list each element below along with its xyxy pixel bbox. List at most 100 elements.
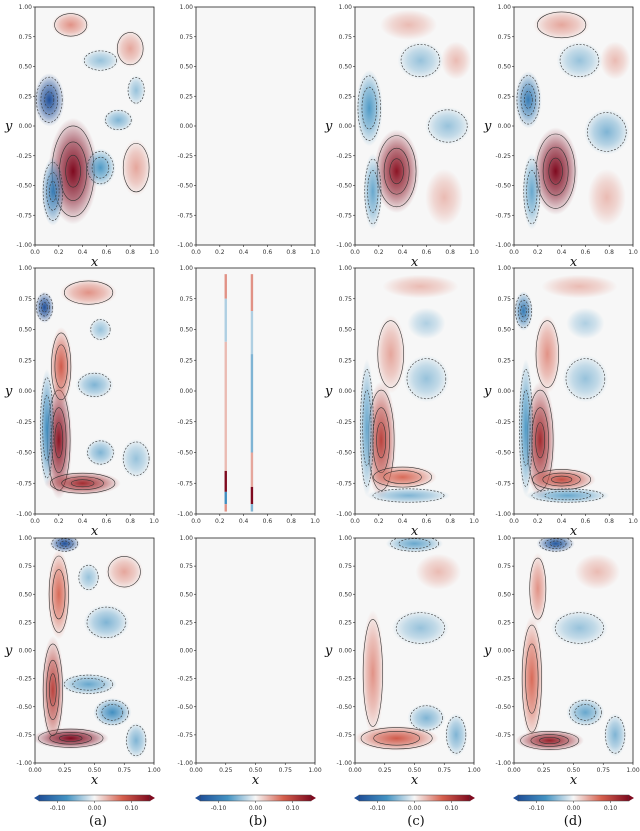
y-tick-label: -0.50 bbox=[177, 450, 193, 457]
contour-line bbox=[523, 158, 541, 225]
contour-line bbox=[535, 422, 546, 459]
y-tick-label: 0.50 bbox=[19, 591, 33, 598]
field-blob bbox=[47, 549, 71, 640]
y-tick-label: 1.00 bbox=[180, 4, 194, 11]
panel-r3-c2: 0.00 0.25 0.50 0.75 1.00 1.00 0.75 0.50 0.25 0.00… bbox=[177, 535, 321, 788]
contour-line bbox=[360, 727, 433, 750]
y-tick-label: 1.00 bbox=[498, 265, 512, 272]
contour-line bbox=[389, 158, 404, 185]
contour-line bbox=[373, 466, 433, 488]
contour-line bbox=[48, 555, 69, 633]
y-tick-label: -1.00 bbox=[495, 760, 511, 767]
y-tick-label: -1.00 bbox=[336, 760, 352, 767]
colorbar-tick-label: -0.10 bbox=[370, 805, 386, 812]
contour-line bbox=[54, 422, 64, 459]
field-blob bbox=[51, 11, 90, 39]
field-blob bbox=[528, 552, 548, 625]
contour-line bbox=[46, 172, 60, 211]
x-tick-label: 0.2 bbox=[374, 249, 384, 256]
contour-line bbox=[389, 538, 440, 552]
y-tick-label: -0.25 bbox=[495, 419, 511, 426]
contour-line bbox=[44, 91, 55, 109]
panel-r1-c1: 0.0 0.2 0.4 0.6 0.8 1.0 1.00 0.75 0.50 0.25 0.00 -0… bbox=[4, 4, 159, 270]
x-tick-label: 0.4 bbox=[239, 249, 249, 256]
contour-line bbox=[542, 146, 569, 196]
panel-r3-c4: 0.00 0.25 0.50 0.75 1.00 1.00 0.75 0.50 0.25 0.00… bbox=[483, 535, 640, 788]
y-tick-label: 0.75 bbox=[498, 34, 512, 41]
x-tick-label: 1.0 bbox=[469, 518, 479, 525]
field-blob bbox=[81, 49, 120, 72]
x-tick-label: 0.0 bbox=[509, 249, 519, 256]
field-blob bbox=[49, 538, 80, 553]
contour-line bbox=[519, 369, 533, 487]
y-tick-label: 0.75 bbox=[19, 563, 33, 570]
x-tick-label: 0.75 bbox=[118, 767, 132, 774]
y-tick-label: 1.00 bbox=[339, 265, 353, 272]
x-tick-label: 0.6 bbox=[102, 518, 112, 525]
field-blob bbox=[41, 635, 65, 744]
y-tick-label: 0.50 bbox=[180, 327, 194, 334]
x-axis-label: x bbox=[570, 524, 578, 539]
contour-line bbox=[95, 699, 129, 725]
contour-line bbox=[101, 704, 124, 721]
contour-line bbox=[523, 90, 533, 109]
contour-line bbox=[587, 112, 627, 152]
field-blob bbox=[522, 153, 542, 230]
x-tick-label: 1.0 bbox=[628, 518, 638, 525]
line-segment bbox=[250, 486, 254, 505]
x-tick-label: 0.0 bbox=[191, 249, 201, 256]
x-tick-label: 0.8 bbox=[445, 518, 455, 525]
contour-line bbox=[446, 716, 467, 754]
contour-line bbox=[122, 143, 150, 193]
contour-line bbox=[126, 724, 147, 757]
x-tick-label: 0.50 bbox=[88, 767, 102, 774]
x-tick-label: 0.8 bbox=[445, 249, 455, 256]
line-segment bbox=[250, 504, 254, 512]
y-tick-label: -0.25 bbox=[177, 153, 193, 160]
contour-line bbox=[107, 556, 141, 588]
line-segment bbox=[224, 491, 227, 505]
contour-line bbox=[549, 540, 562, 547]
y-tick-label: 1.00 bbox=[19, 4, 33, 11]
y-tick-label: -0.75 bbox=[16, 480, 32, 487]
field-blob bbox=[424, 106, 471, 146]
contour-line bbox=[517, 299, 530, 323]
y-tick-label: -0.50 bbox=[16, 704, 32, 711]
contour-line bbox=[529, 557, 547, 620]
contour-line bbox=[78, 372, 111, 397]
y-tick-label: 0.75 bbox=[180, 296, 194, 303]
colorbar-extend-low bbox=[354, 795, 359, 801]
y-tick-label: -0.50 bbox=[16, 183, 32, 190]
x-tick-label: 0.8 bbox=[125, 249, 135, 256]
colorbar-tick-label: 0.00 bbox=[249, 805, 263, 812]
contour-line bbox=[516, 75, 540, 125]
y-axis-label: y bbox=[483, 644, 492, 659]
y-tick-label: -0.75 bbox=[495, 732, 511, 739]
colorbar-tick-label: -0.10 bbox=[529, 805, 545, 812]
y-axis-label: y bbox=[4, 119, 13, 134]
contour-line bbox=[361, 86, 377, 130]
x-tick-label: 1.0 bbox=[310, 518, 320, 525]
contour-line bbox=[367, 170, 379, 213]
y-tick-label: -1.00 bbox=[177, 760, 193, 767]
y-tick-label: 0.75 bbox=[19, 296, 33, 303]
y-tick-label: -0.75 bbox=[177, 212, 193, 219]
field-blob bbox=[583, 109, 630, 155]
contour-line bbox=[372, 488, 445, 503]
y-tick-label: -0.50 bbox=[177, 183, 193, 190]
contour-line bbox=[526, 170, 538, 213]
y-tick-label: 0.75 bbox=[180, 563, 194, 570]
x-tick-label: 1.0 bbox=[628, 249, 638, 256]
y-tick-label: 0.50 bbox=[339, 327, 353, 334]
x-tick-label: 0.8 bbox=[125, 518, 135, 525]
y-tick-label: -0.75 bbox=[336, 732, 352, 739]
contour-line bbox=[376, 422, 387, 459]
field-blob bbox=[120, 438, 152, 479]
y-tick-label: -0.75 bbox=[495, 480, 511, 487]
y-tick-label: 0.25 bbox=[19, 619, 33, 626]
y-tick-label: 0.75 bbox=[339, 296, 353, 303]
field-blob bbox=[83, 604, 130, 641]
x-tick-label: 1.0 bbox=[310, 249, 320, 256]
field-blob bbox=[363, 153, 383, 230]
colorbar-layer: -0.10 0.00 0.10 -0.10 0.00 0.10 -0.10 0.00 0.10-… bbox=[34, 794, 634, 812]
